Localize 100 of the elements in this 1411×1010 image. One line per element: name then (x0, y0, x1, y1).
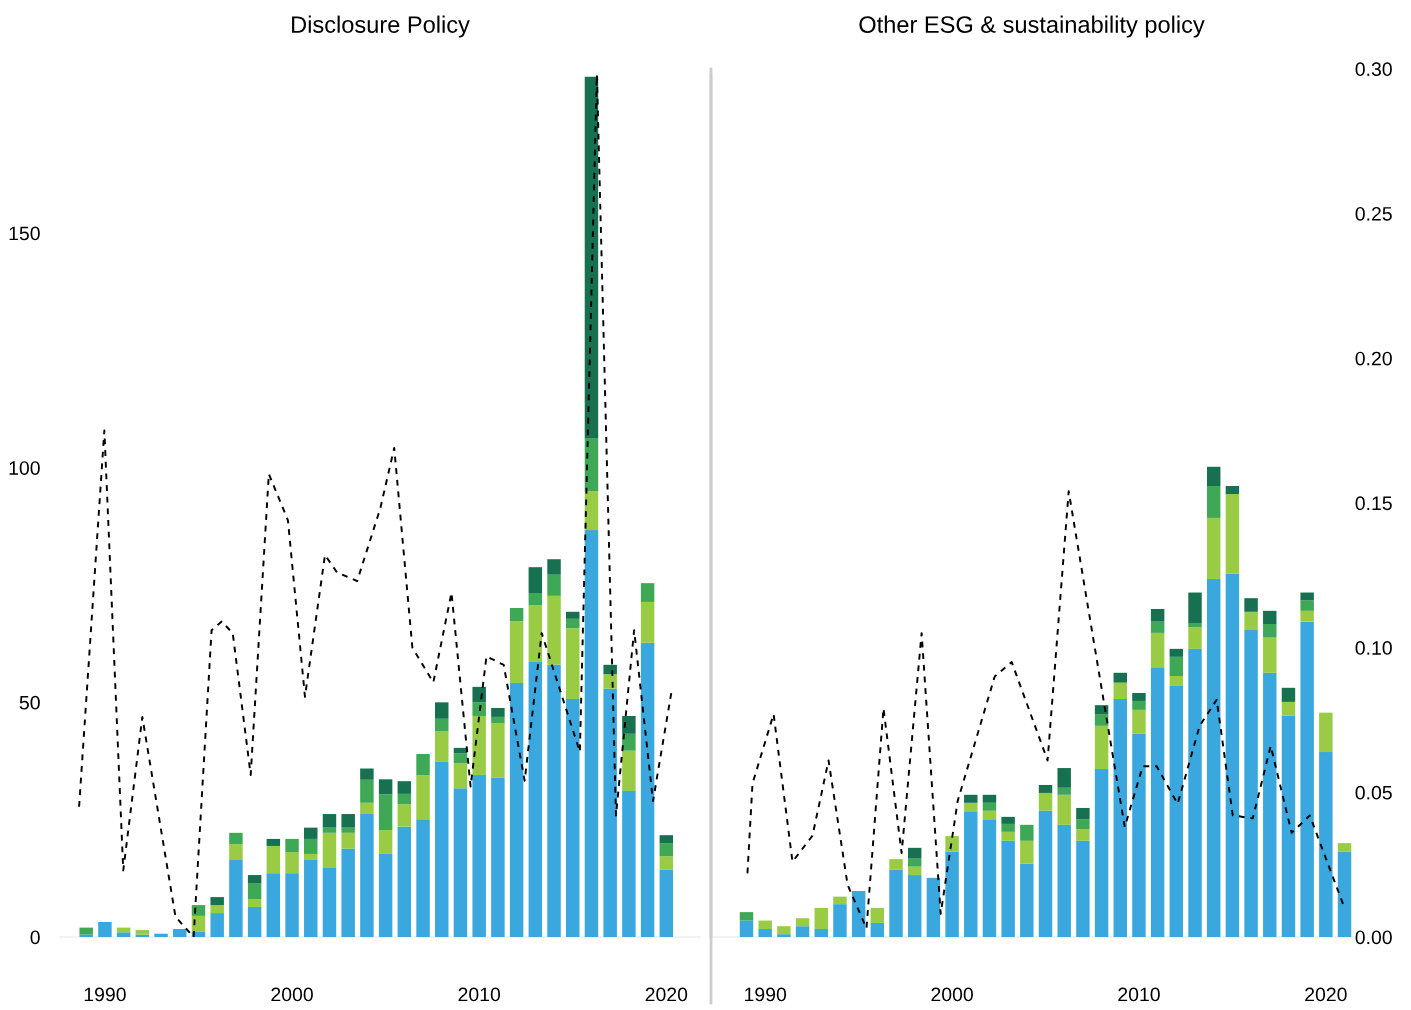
bar (322, 832, 337, 869)
x-tick-label: 2010 (1118, 987, 1160, 1002)
bar (285, 838, 299, 853)
bar (1150, 608, 1165, 622)
bar (659, 843, 674, 857)
bar (453, 788, 468, 937)
bar (1225, 486, 1240, 494)
bar (304, 827, 318, 839)
bar (397, 804, 412, 827)
y-tick-label: 150 (9, 226, 40, 241)
y2-tick-label: 0.15 (1355, 496, 1392, 511)
bar (814, 929, 828, 937)
bar (795, 926, 810, 937)
bar (360, 814, 374, 937)
bar (453, 747, 468, 754)
bar (528, 567, 543, 594)
bar (1132, 733, 1146, 937)
bar (1169, 685, 1184, 937)
bar (1188, 627, 1202, 649)
bar (1244, 611, 1258, 631)
bar (1188, 648, 1202, 937)
bar (1225, 573, 1240, 937)
x-tick-label: 2020 (645, 987, 688, 1002)
bar (1001, 831, 1015, 841)
bar (1020, 863, 1034, 937)
bar (1206, 517, 1221, 579)
bar (777, 926, 791, 935)
bar (1244, 598, 1258, 612)
bar (509, 683, 524, 937)
bar (435, 718, 449, 732)
bar (1337, 851, 1352, 937)
bar (397, 781, 412, 794)
bar (453, 763, 468, 789)
bar (1337, 843, 1352, 852)
bar (1188, 592, 1202, 624)
bar (1225, 493, 1240, 574)
bar (210, 905, 224, 914)
bar (926, 877, 941, 937)
bar (210, 897, 224, 906)
bar (640, 642, 655, 937)
bar (982, 819, 997, 937)
bar (491, 777, 505, 937)
bar (247, 883, 262, 899)
bar (472, 775, 486, 937)
bar (360, 802, 374, 815)
bar (622, 733, 636, 751)
bar (1244, 630, 1258, 937)
bar (739, 920, 754, 937)
bar (907, 866, 922, 876)
bar (907, 847, 922, 859)
bar (416, 775, 430, 820)
bar (322, 827, 337, 833)
bar (1319, 752, 1333, 937)
bar (1300, 610, 1314, 622)
bar (1113, 682, 1127, 700)
bar (435, 731, 449, 762)
bar (472, 702, 486, 716)
bar (1038, 810, 1053, 937)
bar (304, 838, 318, 854)
bar (547, 595, 561, 665)
bar (659, 856, 674, 870)
bar (341, 848, 355, 937)
bar (1132, 700, 1146, 710)
bar (889, 869, 903, 937)
bar (509, 608, 524, 622)
bar (191, 905, 206, 916)
bar (1300, 600, 1314, 611)
bar (509, 621, 524, 684)
bar (1150, 621, 1165, 633)
bar (1150, 632, 1165, 668)
bar (1281, 701, 1296, 716)
bar (622, 715, 636, 734)
bar (1057, 787, 1071, 795)
bar (491, 723, 505, 778)
bar (116, 932, 131, 937)
bar (907, 875, 922, 937)
bar (1038, 792, 1053, 811)
y-tick-label: 50 (19, 695, 40, 710)
x-tick-label: 2000 (931, 987, 973, 1002)
bar (1076, 807, 1090, 820)
bar (1150, 667, 1165, 937)
bar (566, 628, 580, 700)
bar (1057, 824, 1071, 937)
bar (1001, 816, 1015, 824)
bar (1076, 829, 1090, 841)
bar (341, 832, 355, 849)
bar (833, 904, 847, 937)
bar (945, 851, 959, 937)
bar (758, 920, 772, 930)
y2-tick-label: 0.10 (1355, 641, 1392, 655)
bar (1206, 578, 1221, 937)
bar (528, 593, 543, 606)
bar (622, 750, 636, 792)
bar (266, 845, 281, 874)
bar (1094, 714, 1109, 726)
bar (1132, 692, 1146, 701)
y2-tick-label: 0.00 (1355, 930, 1392, 945)
bar (1206, 466, 1221, 487)
bar (435, 702, 449, 719)
bar (1263, 623, 1277, 638)
